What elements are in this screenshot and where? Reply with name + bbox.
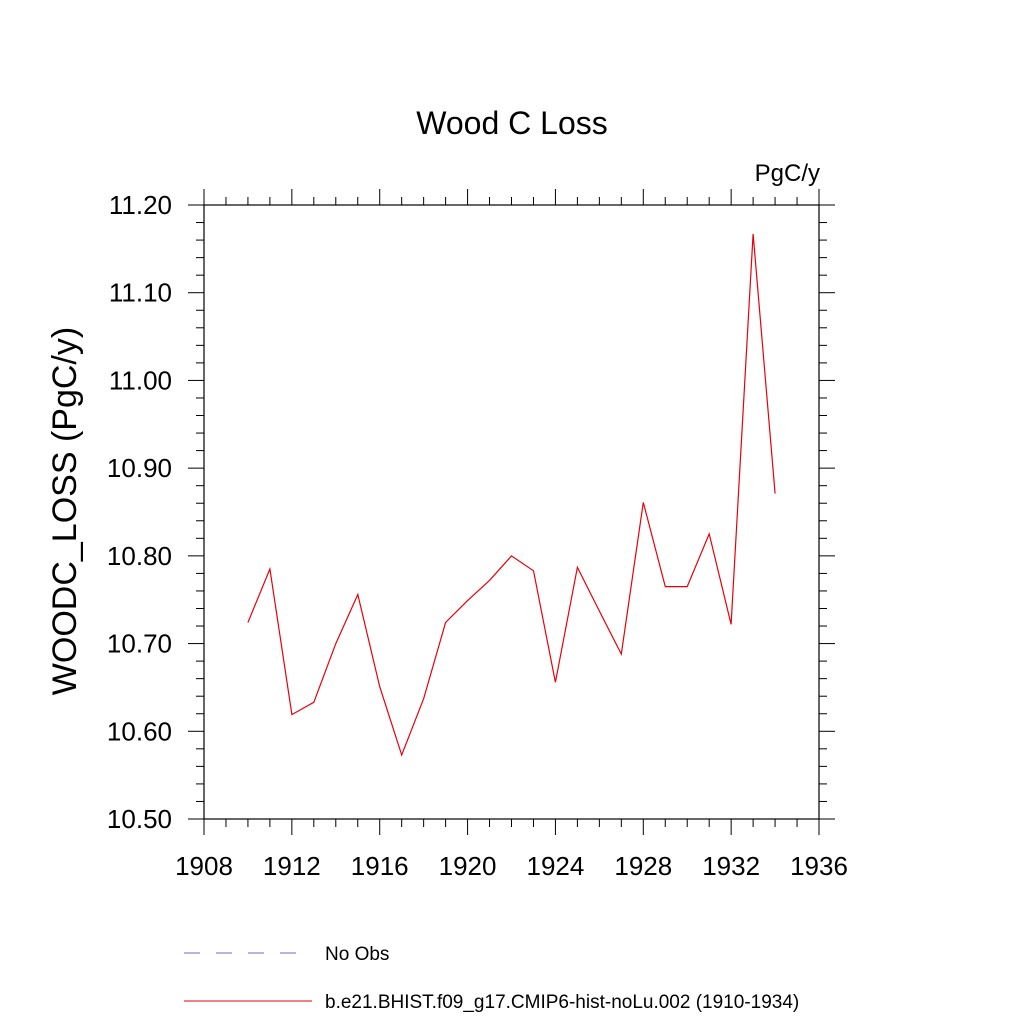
- y-tick-label: 11.00: [109, 365, 172, 395]
- x-tick-label: 1932: [702, 851, 760, 881]
- x-tick-label: 1916: [351, 851, 409, 881]
- y-tick-label: 11.10: [109, 278, 172, 308]
- axis-ticks: [188, 189, 835, 835]
- x-tick-label: 1920: [439, 851, 497, 881]
- legend-label: No Obs: [325, 944, 389, 965]
- tick-labels: 1908 1912 1916 1920 1924 1928 1932 1936 10.50 10.…: [107, 190, 848, 881]
- y-tick-label: 10.90: [107, 453, 172, 483]
- plot-frame: [203, 204, 820, 820]
- y-axis-label: WOODC_LOSS (PgC/y): [46, 327, 84, 695]
- units-label: PgC/y: [755, 160, 820, 187]
- y-tick-label: 10.60: [107, 716, 172, 746]
- y-tick-label: 10.70: [107, 629, 172, 659]
- x-tick-label: 1936: [790, 851, 848, 881]
- y-tick-label: 10.80: [107, 541, 172, 571]
- x-tick-label: 1912: [263, 851, 321, 881]
- x-tick-label: 1908: [175, 851, 233, 881]
- series-group: [247, 233, 776, 757]
- x-tick-label: 1924: [527, 851, 585, 881]
- series-line: [247, 233, 776, 757]
- y-tick-label: 10.50: [107, 804, 172, 834]
- legend-label: b.e21.BHIST.f09_g17.CMIP6-hist-noLu.002 …: [325, 992, 799, 1013]
- x-tick-label: 1928: [614, 851, 672, 881]
- y-tick-label: 11.20: [109, 190, 172, 220]
- chart-title: Wood C Loss: [416, 105, 608, 141]
- legend: No Obs b.e21.BHIST.f09_g17.CMIP6-hist-noL…: [184, 944, 799, 1013]
